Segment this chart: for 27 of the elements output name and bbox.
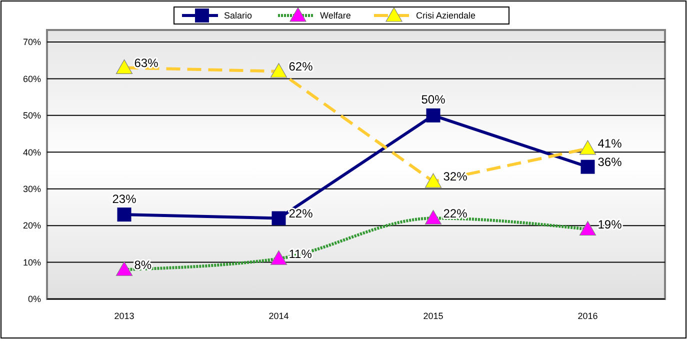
y-tick-label: 50% — [22, 110, 41, 121]
point — [272, 211, 286, 226]
x-tick-label: 2015 — [423, 311, 444, 321]
data-label: 36% — [598, 155, 622, 170]
data-label: 22% — [443, 206, 468, 220]
x-tick-label: 2016 — [578, 311, 598, 321]
point — [580, 160, 595, 174]
data-label: 63% — [134, 56, 159, 70]
point — [426, 108, 440, 122]
data-label: 23% — [112, 192, 137, 206]
y-tick-label: 0% — [28, 294, 41, 304]
data-label: 50% — [421, 92, 446, 107]
legend-label: Salario — [224, 10, 252, 21]
x-tick-label: 2013 — [114, 311, 134, 321]
legend-label: Crisi Aziendale — [416, 10, 476, 21]
y-tick-label: 60% — [22, 74, 41, 84]
y-tick-label: 30% — [22, 184, 41, 194]
y-tick-label: 70% — [22, 37, 41, 48]
y-tick-label: 20% — [22, 220, 41, 231]
legend-label: Welfare — [320, 10, 351, 21]
y-tick-label: 10% — [22, 257, 41, 268]
data-label: 22% — [288, 206, 314, 220]
data-label: 41% — [598, 136, 622, 151]
data-label: 62% — [288, 60, 314, 74]
point — [117, 208, 132, 222]
y-tick-label: 40% — [22, 147, 41, 158]
x-tick-label: 2014 — [268, 311, 289, 321]
